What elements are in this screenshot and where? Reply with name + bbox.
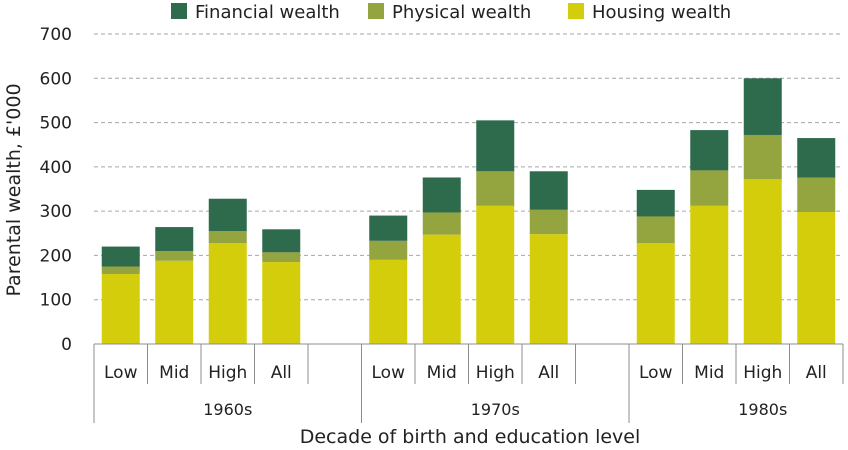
x-tick-label-1970s-all: All [538,363,559,383]
bar-financial-wealth-1980s-low [636,189,675,217]
x-tick-label-1960s-low: Low [104,363,138,383]
bar-physical-wealth-1980s-low [636,216,675,244]
x-tick-label-1960s-high: High [208,363,247,383]
bar-physical-wealth-1980s-high [743,134,782,180]
bar-housing-wealth-1980s-high [743,179,782,344]
legend-swatch-housing-wealth [568,3,584,19]
group-label-1960s: 1960s [203,400,252,419]
legend-swatch-physical-wealth [368,3,384,19]
bar-physical-wealth-1980s-mid [690,170,729,206]
y-tick-label-200: 200 [40,246,72,266]
bar-housing-wealth-1970s-high [476,205,515,344]
x-tick-label-1960s-all: All [271,363,292,383]
bar-housing-wealth-1980s-all [797,212,836,344]
y-axis-title: Parental wealth, £'000 [3,83,25,296]
bar-housing-wealth-1960s-high [208,243,247,344]
legend: Financial wealth Physical wealth Housing w… [171,2,731,23]
y-tick-label-0: 0 [61,335,72,355]
y-axis-ticks: 0 100 200 300 400 500 600 700 [40,25,72,355]
bar-physical-wealth-1970s-low [369,240,408,260]
legend-label-financial-wealth: Financial wealth [195,2,340,23]
y-tick-label-700: 700 [40,25,72,45]
group-label-1980s: 1980s [738,400,787,419]
bar-housing-wealth-1960s-all [262,262,301,344]
bar-financial-wealth-1980s-mid [690,130,729,171]
bar-financial-wealth-1960s-all [262,229,301,253]
bar-financial-wealth-1960s-high [208,198,247,232]
y-tick-label-100: 100 [40,291,72,311]
bar-financial-wealth-1960s-low [101,246,140,267]
legend-label-physical-wealth: Physical wealth [392,2,531,23]
bar-housing-wealth-1970s-all [529,234,568,344]
y-tick-label-400: 400 [40,158,72,178]
bar-housing-wealth-1980s-mid [690,205,729,344]
x-tick-label-1980s-mid: Mid [694,363,724,383]
legend-label-housing-wealth: Housing wealth [592,2,731,23]
bar-physical-wealth-1960s-mid [155,251,194,261]
x-tick-label-1980s-low: Low [639,363,673,383]
bar-housing-wealth-1970s-mid [422,234,461,344]
y-tick-label-600: 600 [40,69,72,89]
bar-physical-wealth-1970s-mid [422,212,461,235]
gridlines [94,33,843,301]
bar-financial-wealth-1970s-mid [422,177,461,213]
bar-physical-wealth-1960s-all [262,252,301,263]
x-tick-label-1980s-high: High [743,363,782,383]
x-tick-label-1970s-mid: Mid [427,363,457,383]
x-axis-title: Decade of birth and education level [300,426,641,448]
bar-housing-wealth-1970s-low [369,259,408,344]
bar-housing-wealth-1960s-low [101,274,140,344]
y-tick-label-300: 300 [40,202,72,222]
bar-financial-wealth-1970s-all [529,171,568,210]
x-tick-label-1960s-mid: Mid [159,363,189,383]
bar-financial-wealth-1960s-mid [155,227,194,251]
bar-financial-wealth-1970s-low [369,215,408,241]
bar-physical-wealth-1960s-high [208,231,247,244]
bar-financial-wealth-1980s-all [797,138,836,178]
y-tick-label-500: 500 [40,114,72,134]
bars [101,78,836,344]
bar-housing-wealth-1980s-low [636,243,675,344]
bar-housing-wealth-1960s-mid [155,260,194,344]
x-tick-label-1980s-all: All [806,363,827,383]
x-tick-label-1970s-low: Low [372,363,406,383]
bar-physical-wealth-1980s-all [797,177,836,213]
legend-swatch-financial-wealth [171,3,187,19]
bar-physical-wealth-1970s-all [529,209,568,235]
bar-physical-wealth-1970s-high [476,171,515,206]
group-label-1970s: 1970s [471,400,520,419]
x-tick-label-1970s-high: High [476,363,515,383]
bar-financial-wealth-1970s-high [476,120,515,172]
bar-physical-wealth-1960s-low [101,266,140,275]
x-axis: Low Mid High All Low Mid High All Low Mid High All 1… [93,343,844,423]
bar-financial-wealth-1980s-high [743,78,782,135]
